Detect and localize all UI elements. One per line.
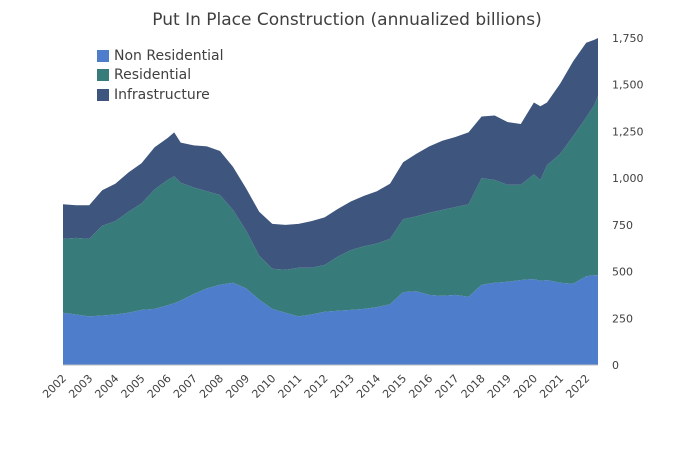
x-tick-label: 2017 (433, 372, 462, 401)
x-tick-label: 2018 (459, 372, 488, 401)
x-tick-label: 2005 (119, 372, 148, 401)
x-axis: 2002200320042005200620072008200920102011… (40, 372, 592, 401)
legend-item-residential: Residential (97, 66, 223, 86)
y-axis: 0 250 500 750 1,000 1,250 1,500 1,750 (612, 32, 644, 372)
legend-label: Residential (114, 67, 192, 84)
legend-swatch (97, 88, 109, 101)
x-tick-label: 2019 (485, 372, 514, 401)
y-tick-label: 1,500 (612, 79, 644, 92)
x-tick-label: 2014 (354, 372, 383, 401)
area-infrastructure (63, 38, 598, 270)
x-tick-label: 2016 (406, 372, 435, 401)
x-tick-label: 2009 (223, 372, 252, 401)
x-tick-label: 2008 (197, 372, 226, 401)
legend-swatch (97, 69, 109, 82)
x-tick-label: 2022 (563, 372, 592, 401)
area-residential (63, 95, 598, 317)
chart-title: Put In Place Construction (annualized bi… (152, 10, 542, 30)
legend-item-non-residential: Non Residential (97, 46, 223, 66)
x-tick-label: 2013 (328, 372, 357, 401)
y-tick-label: 0 (612, 359, 619, 372)
legend-swatch (97, 49, 109, 62)
x-tick-label: 2011 (276, 372, 305, 401)
x-tick-label: 2012 (302, 372, 331, 401)
legend: Non Residential Residential Infrastructu… (97, 46, 223, 105)
y-tick-label: 250 (612, 312, 633, 325)
legend-item-infrastructure: Infrastructure (97, 85, 223, 105)
x-tick-label: 2002 (40, 372, 69, 401)
area-layer (63, 38, 598, 365)
y-tick-label: 1,000 (612, 172, 644, 185)
y-tick-label: 1,250 (612, 125, 644, 138)
x-tick-label: 2006 (145, 372, 174, 401)
x-tick-label: 2003 (66, 372, 95, 401)
y-tick-label: 750 (612, 219, 633, 232)
x-tick-label: 2020 (511, 372, 540, 401)
y-tick-label: 1,750 (612, 32, 644, 45)
x-tick-label: 2007 (171, 372, 200, 401)
area-non-residential (63, 275, 598, 365)
x-tick-label: 2004 (92, 372, 121, 401)
y-tick-label: 500 (612, 266, 633, 279)
legend-label: Non Residential (114, 47, 224, 64)
x-tick-label: 2010 (249, 372, 278, 401)
x-tick-label: 2015 (380, 372, 409, 401)
legend-label: Infrastructure (114, 86, 210, 103)
x-tick-label: 2021 (537, 372, 566, 401)
